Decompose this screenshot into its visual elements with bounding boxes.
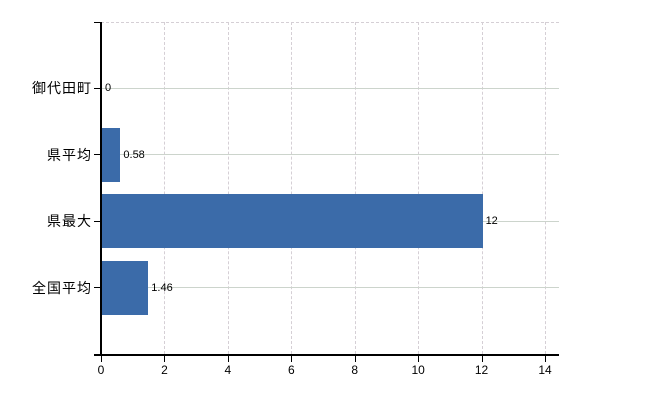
gridline-horizontal [101, 87, 559, 89]
x-axis-tick [227, 356, 229, 362]
gridline-vertical [164, 22, 166, 354]
bar-value-label: 0.58 [123, 148, 145, 161]
x-tick-label: 4 [224, 363, 232, 377]
bar [102, 127, 121, 182]
plot-top-border [101, 22, 559, 23]
gridline-horizontal [101, 287, 559, 289]
category-label: 全国平均 [32, 279, 92, 296]
x-tick-label: 6 [287, 363, 295, 377]
y-axis-tick [94, 22, 101, 23]
x-tick-label: 10 [411, 363, 425, 377]
category-label: 県平均 [47, 146, 92, 163]
bar-value-label: 12 [485, 215, 498, 228]
x-axis-tick [164, 356, 166, 362]
x-axis-tick [354, 356, 356, 362]
gridline-vertical [291, 22, 293, 354]
gridline-vertical [227, 22, 229, 354]
x-axis-tick [418, 356, 420, 362]
x-axis-tick [545, 356, 546, 362]
bar [102, 194, 483, 249]
category-label: 御代田町 [32, 80, 92, 97]
x-axis-line [94, 354, 559, 356]
y-axis-tick [94, 154, 101, 156]
gridline-horizontal [101, 154, 559, 156]
y-axis-tick [94, 287, 101, 289]
gridline-vertical [481, 22, 483, 354]
bar [102, 260, 149, 315]
bar-value-label: 0 [105, 82, 112, 95]
x-tick-label: 2 [161, 363, 168, 377]
gridline-vertical [418, 22, 420, 354]
y-axis-tick [94, 220, 101, 222]
x-axis-tick [481, 356, 483, 362]
x-tick-label: 14 [538, 363, 552, 377]
category-label: 県最大 [47, 213, 92, 230]
y-axis-line [100, 22, 102, 354]
x-axis-tick [101, 356, 102, 362]
bar-value-label: 1.46 [151, 281, 173, 294]
x-tick-label: 8 [351, 363, 359, 377]
gridline-vertical [354, 22, 356, 354]
gridline-vertical [545, 22, 546, 354]
x-tick-label: 0 [97, 363, 105, 377]
plot-area [101, 22, 559, 354]
y-axis-tick [94, 87, 101, 89]
x-tick-label: 12 [474, 363, 489, 377]
x-axis-tick [291, 356, 293, 362]
